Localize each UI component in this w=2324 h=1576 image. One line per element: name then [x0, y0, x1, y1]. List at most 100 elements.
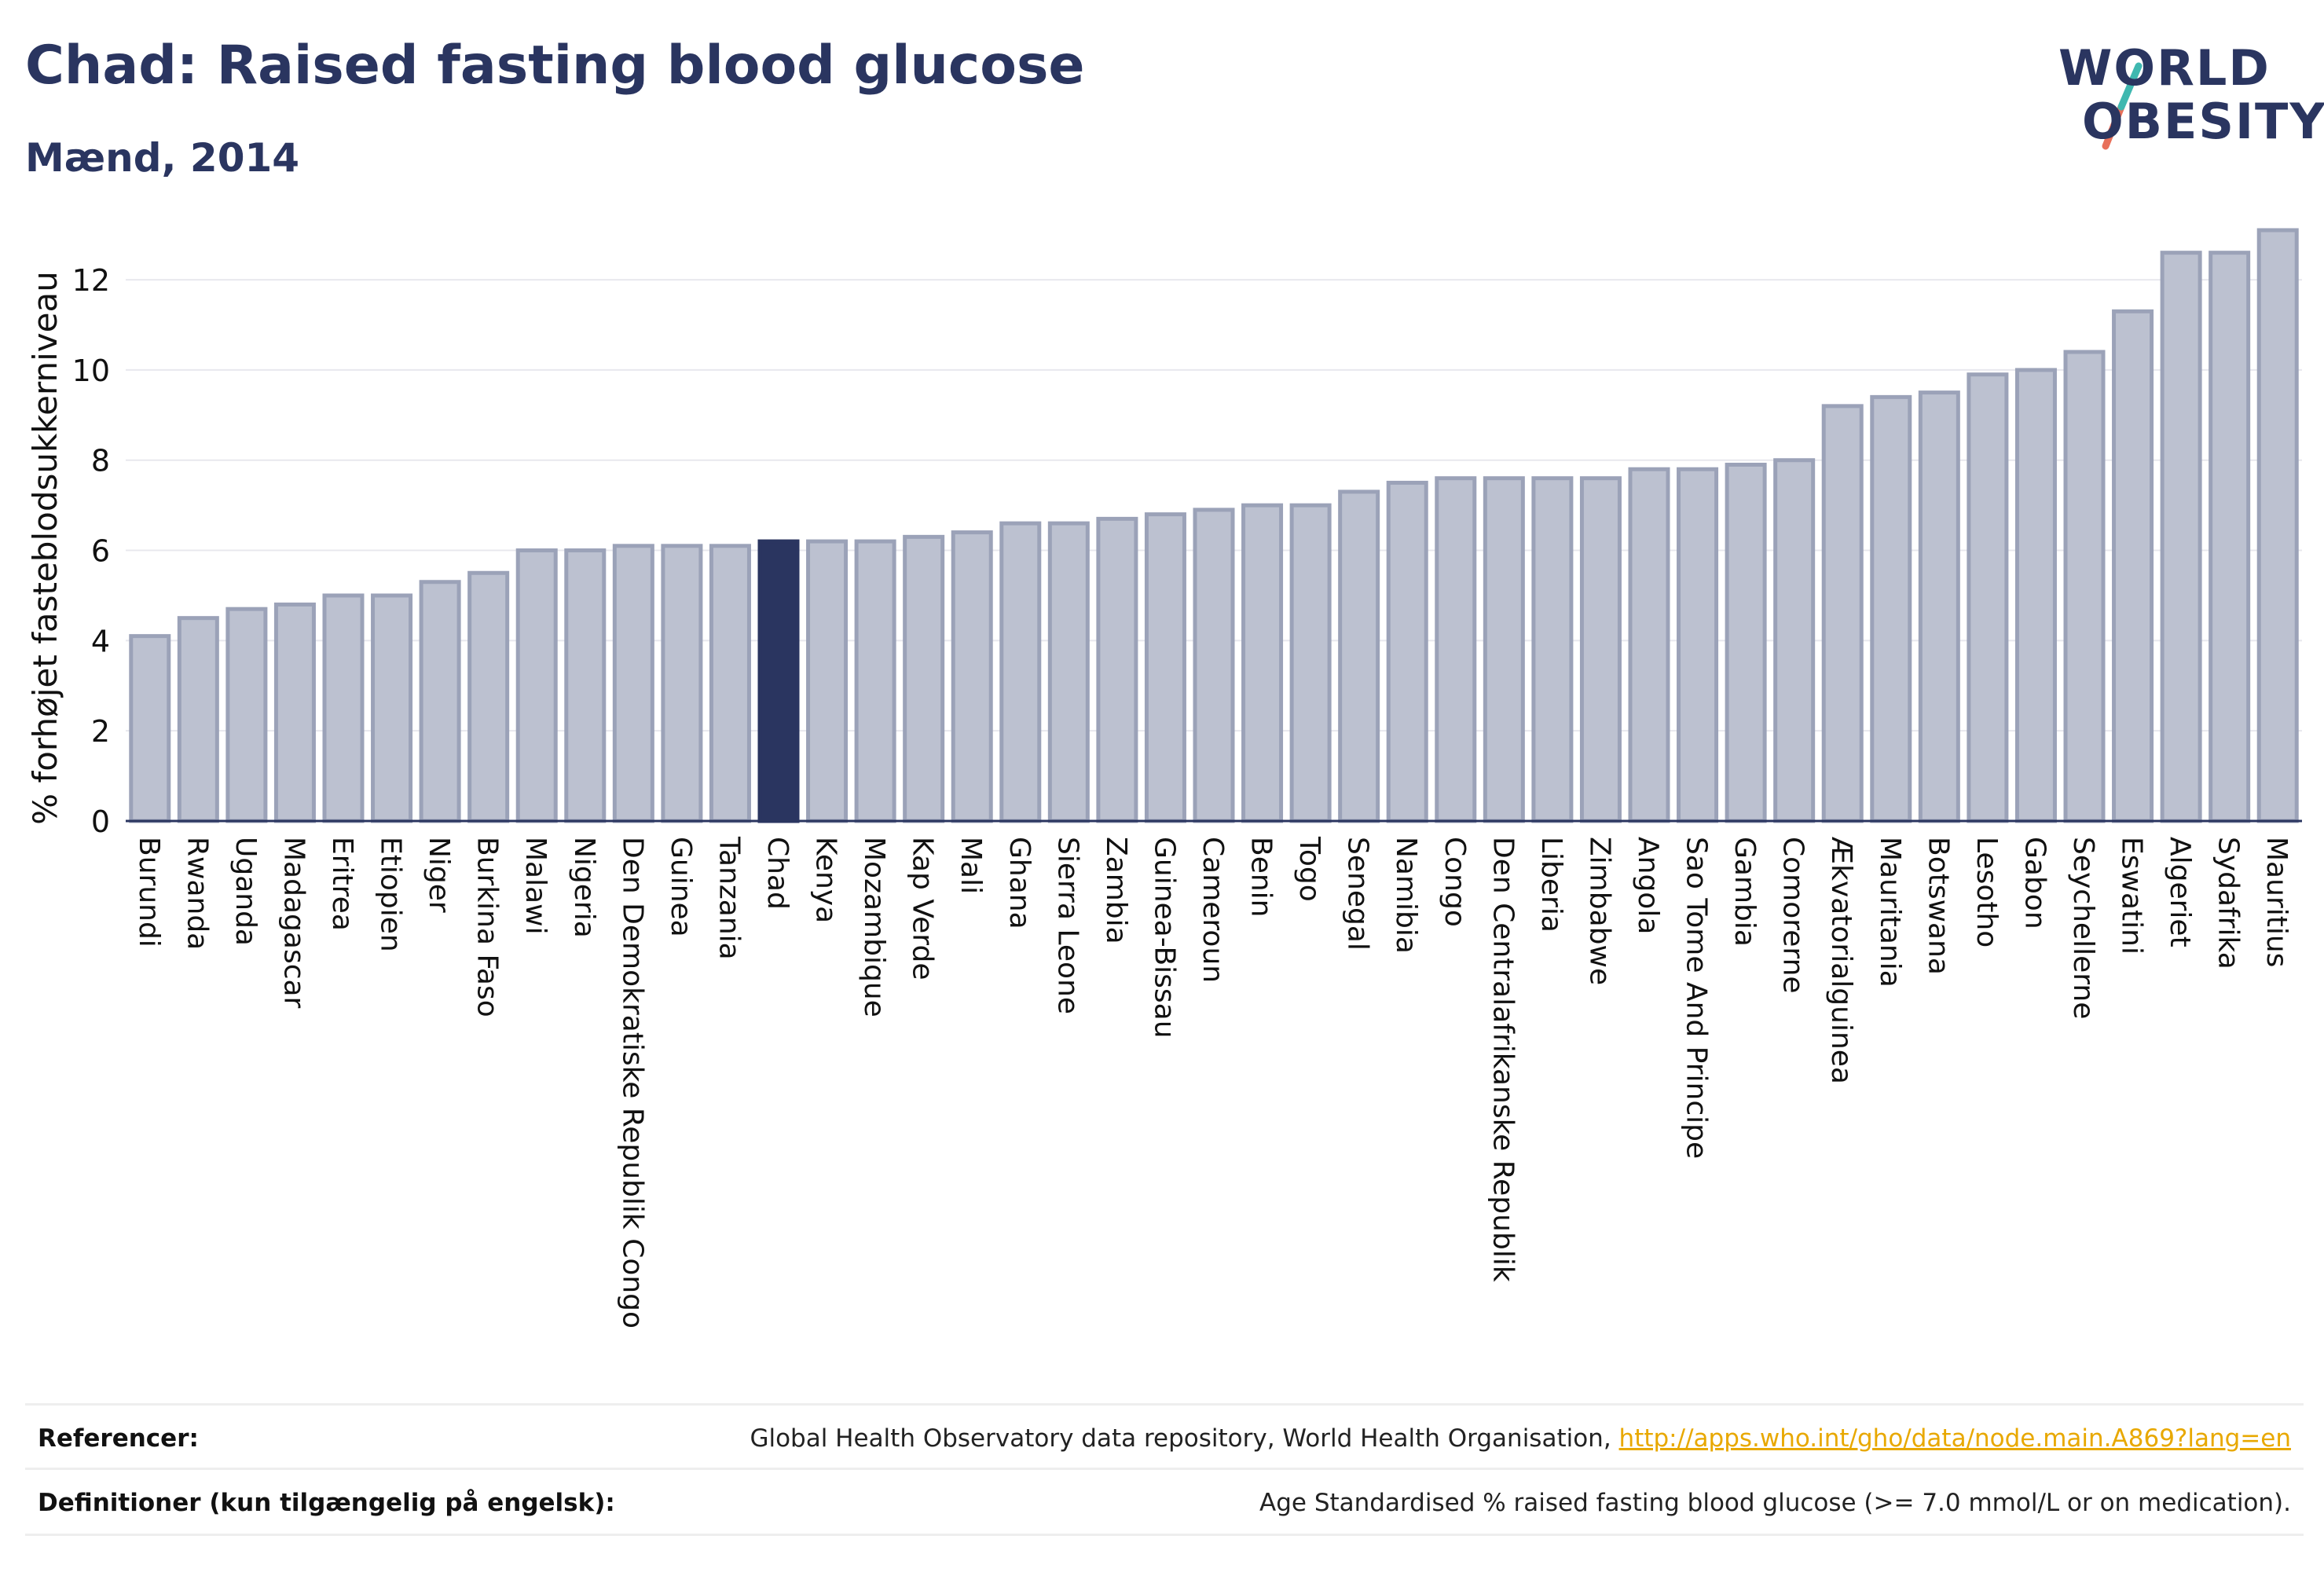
- bar: [951, 530, 993, 823]
- x-tick-label: Nigeria: [568, 837, 600, 938]
- references-text: Global Health Observatory data repositor…: [750, 1424, 1619, 1453]
- bar: [1241, 503, 1284, 823]
- bar: [129, 634, 171, 823]
- x-tick-label: Tanzania: [713, 836, 745, 960]
- y-tick-label: 6: [91, 534, 110, 569]
- footer-divider: [25, 1534, 2304, 1536]
- bar: [564, 548, 607, 823]
- x-tick-label: Botswana: [1922, 837, 1954, 975]
- bar: [1725, 462, 1767, 823]
- x-tick-label: Gabon: [2018, 837, 2051, 929]
- x-tick-label: Zambia: [1100, 837, 1132, 944]
- bar: [419, 580, 461, 823]
- bar: [903, 534, 945, 823]
- bar: [1289, 503, 1332, 823]
- bar: [1047, 521, 1090, 823]
- references-value: Global Health Observatory data repositor…: [750, 1424, 2291, 1453]
- y-tick-label: 4: [91, 624, 110, 658]
- x-tick-label: Sao Tome And Principe: [1681, 837, 1713, 1159]
- x-tick-label: Gambia: [1728, 837, 1761, 947]
- bar: [1628, 467, 1670, 823]
- x-tick-label: Zimbabwe: [1583, 837, 1615, 985]
- bar: [2063, 350, 2106, 823]
- x-tick-label: Sierra Leone: [1051, 837, 1083, 1014]
- bar: [806, 539, 849, 823]
- bar: [999, 521, 1042, 823]
- bar: [467, 570, 510, 823]
- bar: [1773, 458, 1816, 823]
- bar: [2160, 251, 2202, 823]
- x-tick-label: Guinea-Bissau: [1148, 837, 1180, 1039]
- definitions-value: Age Standardised % raised fasting blood …: [1259, 1489, 2291, 1517]
- x-tick-label: Eritrea: [326, 837, 358, 931]
- x-tick-label: Niger: [423, 837, 455, 913]
- x-tick-label: Uganda: [229, 837, 262, 946]
- bar: [1435, 476, 1477, 823]
- x-tick-label: Malawi: [519, 837, 552, 935]
- x-tick-label: Namibia: [1390, 837, 1422, 954]
- bar: [225, 607, 268, 823]
- x-tick-label: Liberia: [1535, 837, 1567, 933]
- bar: [661, 544, 703, 823]
- bar: [1967, 372, 2009, 823]
- bar: [1531, 476, 1574, 823]
- bar: [1193, 508, 1235, 823]
- x-tick-label: Comorerne: [1777, 837, 1809, 994]
- bar: [1821, 404, 1864, 823]
- x-tick-label: Den Centralafrikanske Republik: [1486, 837, 1519, 1282]
- bar: [1918, 390, 1960, 823]
- bar: [1096, 516, 1138, 823]
- bar: [2112, 309, 2154, 823]
- x-tick-label: Eswatini: [2116, 837, 2148, 955]
- references-link[interactable]: http://apps.who.int/gho/data/node.main.A…: [1618, 1424, 2291, 1453]
- x-tick-label: Lesotho: [1970, 837, 2003, 947]
- logo-slash-icon: [2102, 62, 2143, 150]
- chart-title: Chad: Raised fasting blood glucose: [25, 35, 1085, 97]
- bar: [1483, 476, 1525, 823]
- bar: [1338, 489, 1380, 823]
- x-tick-label: Algeriet: [2164, 837, 2196, 947]
- x-tick-label: Mozambique: [858, 837, 890, 1017]
- definitions-label: Definitioner (kun tilgængelig på engelsk…: [38, 1489, 615, 1517]
- x-tick-label: Togo: [1293, 836, 1325, 902]
- x-tick-label: Kenya: [810, 837, 842, 923]
- bar: [2256, 228, 2299, 823]
- bar: [1677, 467, 1719, 823]
- x-tick-label: Sydafrika: [2212, 837, 2245, 969]
- x-tick-label: Cameroun: [1197, 837, 1229, 983]
- x-tick-label: Benin: [1245, 837, 1277, 917]
- x-tick-label: Ghana: [1003, 837, 1036, 929]
- y-axis-title: % forhøjet fasteblodsukkerniveau: [26, 271, 64, 825]
- bar: [2209, 251, 2251, 823]
- x-tick-label: Guinea: [665, 837, 697, 937]
- x-tick-label: Mauritius: [2260, 837, 2293, 967]
- logo-text-obesity: OBESITY: [2082, 93, 2324, 150]
- x-tick-label: Burundi: [133, 837, 165, 947]
- x-tick-label: Rwanda: [181, 837, 213, 950]
- y-tick-label: 8: [91, 444, 110, 478]
- y-tick-label: 12: [72, 263, 110, 298]
- x-tick-label: Madagascar: [277, 837, 310, 1009]
- x-tick-label: Etiopien: [375, 837, 407, 952]
- references-label: Referencer:: [38, 1424, 199, 1453]
- x-tick-label: Congo: [1439, 837, 1471, 927]
- x-tick-label: Seychellerne: [2067, 837, 2099, 1019]
- bar-chart: 0 2 4 6 8 10 12 Burundi Rwanda Uganda Madagascar Er…: [26, 228, 2302, 1329]
- world-obesity-logo: WORLD OBESITY: [2043, 28, 2324, 170]
- references-row: Referencer: Global Health Observatory da…: [25, 1403, 2304, 1470]
- x-tick-label: Den Demokratiske Republik Congo: [616, 837, 648, 1329]
- bar: [1870, 394, 1912, 823]
- bar: [612, 544, 654, 823]
- definitions-row: Definitioner (kun tilgængelig på engelsk…: [25, 1468, 2304, 1534]
- bar: [273, 602, 316, 823]
- x-tick-label: Mali: [955, 837, 987, 894]
- bar: [757, 539, 800, 823]
- x-tick-label: Ækvatorialguinea: [1825, 837, 1857, 1084]
- bar: [1579, 476, 1622, 823]
- bar: [177, 616, 219, 823]
- chart-subtitle: Mænd, 2014: [25, 135, 300, 181]
- bar: [709, 544, 751, 823]
- y-tick-label: 0: [91, 804, 110, 839]
- logo-text-world: WORLD: [2058, 39, 2271, 97]
- x-tick-label: Mauritania: [1874, 837, 1906, 988]
